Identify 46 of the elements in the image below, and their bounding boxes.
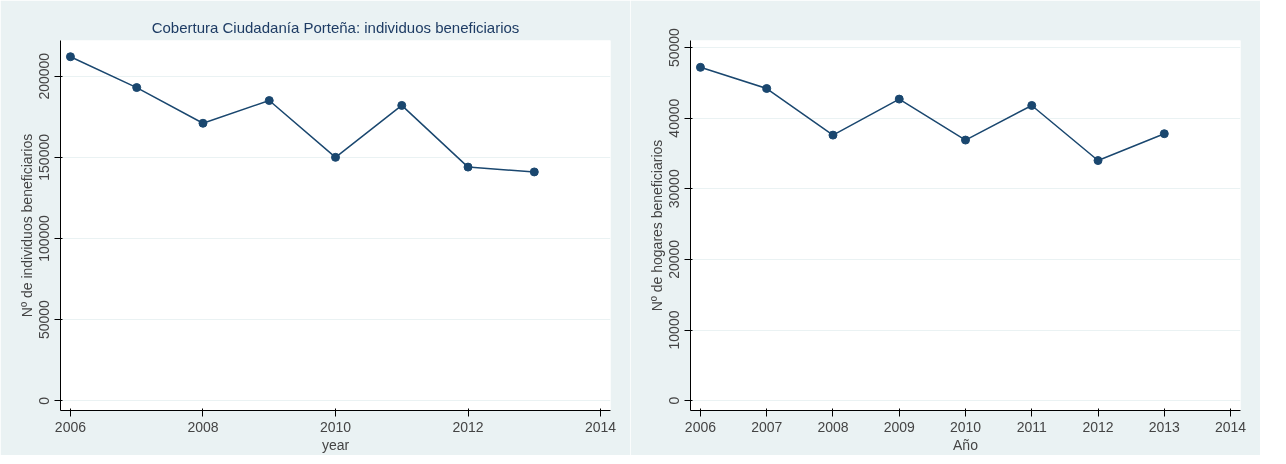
point: [961, 135, 970, 145]
y-tick-label: 150000: [36, 133, 53, 181]
x-tick-label: 2012: [1082, 418, 1114, 435]
point: [762, 84, 772, 94]
y-tick-label: 50000: [36, 299, 53, 340]
point: [198, 118, 208, 128]
point: [894, 94, 904, 104]
chart-title: Cobertura Ciudadanía Porteña: individuos beneficiarios: [151, 18, 520, 36]
point: [331, 152, 340, 162]
x-tick-label: 2010: [319, 418, 352, 435]
x-tick-label: 2011: [1016, 418, 1048, 435]
x-tick-label: 2014: [1214, 418, 1247, 435]
y-tick-label: 20000: [666, 239, 683, 279]
y-tick-label: 0: [36, 396, 53, 405]
y-tick-label: 200000: [36, 52, 53, 100]
point: [695, 62, 705, 72]
x-tick-label: 2008: [817, 418, 849, 435]
point: [397, 100, 407, 110]
x-tick-label: 2013: [1148, 418, 1181, 435]
x-axis-title: Año: [953, 436, 979, 453]
point: [463, 162, 473, 172]
point: [1159, 129, 1169, 139]
y-axis-title: Nº de individuos beneficiarios: [18, 133, 35, 318]
y-tick-label: 10000: [666, 310, 683, 350]
x-tick-label: 2009: [883, 418, 916, 435]
y-tick-label: 100000: [36, 214, 53, 262]
point: [1093, 156, 1103, 166]
point: [264, 96, 274, 106]
x-tick-label: 2007: [751, 418, 783, 435]
x-tick-label: 2014: [584, 418, 617, 435]
point: [529, 167, 539, 177]
point: [65, 52, 75, 62]
y-tick-label: 40000: [666, 98, 683, 138]
point: [828, 130, 838, 140]
x-tick-label: 2012: [452, 418, 484, 435]
x-tick-label: 2008: [187, 418, 219, 435]
y-tick-label: 30000: [666, 169, 683, 209]
y-tick-label: 50000: [666, 27, 683, 68]
point: [1027, 100, 1037, 110]
y-tick-label: 0: [666, 396, 683, 405]
point: [132, 83, 142, 93]
x-tick-label: 2006: [54, 418, 87, 435]
y-axis-title: Nº de hogares beneficiarios: [648, 139, 665, 312]
x-tick-label: 2010: [949, 418, 982, 435]
x-tick-label: 2006: [684, 418, 717, 435]
x-axis-title: year: [321, 436, 350, 453]
